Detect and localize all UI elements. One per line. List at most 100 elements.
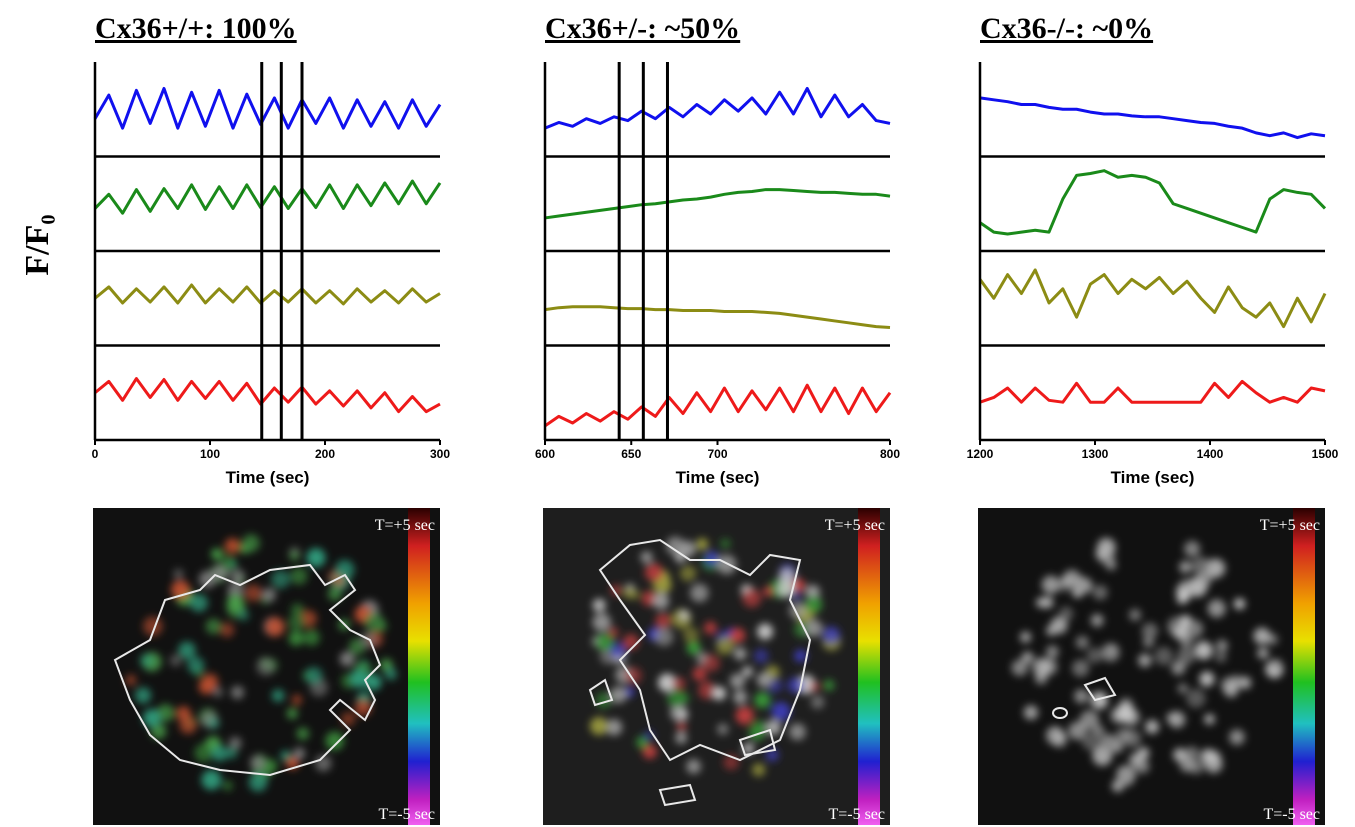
x-tick-label: 0	[92, 447, 99, 461]
chart-title: Cx36+/+: 100%	[95, 12, 297, 45]
cell	[754, 692, 770, 708]
cell	[272, 689, 285, 702]
cell	[1129, 609, 1141, 621]
cell	[1179, 561, 1191, 573]
cell	[325, 731, 344, 750]
cell	[1215, 651, 1227, 663]
chart-title: Cx36-/-: ~0%	[980, 12, 1153, 45]
cell	[179, 716, 197, 734]
cell	[606, 719, 622, 735]
cell	[125, 675, 136, 686]
cell	[733, 690, 747, 704]
cell	[190, 594, 208, 612]
cell	[199, 571, 216, 588]
x-tick-label: 600	[535, 447, 555, 461]
cell	[1185, 746, 1199, 760]
cell	[655, 613, 671, 629]
cell	[290, 567, 308, 585]
cell	[291, 603, 304, 616]
cell	[143, 709, 161, 727]
cell	[289, 551, 299, 561]
trace	[545, 190, 890, 218]
cell	[754, 648, 769, 663]
trace	[95, 379, 440, 412]
cell	[673, 677, 686, 690]
cell	[629, 589, 639, 599]
cell	[623, 634, 639, 650]
cell	[262, 588, 276, 602]
cell	[292, 695, 303, 706]
cell	[717, 555, 737, 575]
cell	[178, 642, 196, 660]
cell	[242, 534, 260, 552]
colorbar-bottom-label: T=-5 sec	[1263, 806, 1320, 823]
x-tick-label: 800	[880, 447, 900, 461]
cell	[735, 706, 753, 724]
cell	[1074, 689, 1088, 703]
cell	[712, 686, 726, 700]
cell	[1189, 760, 1203, 774]
cell	[1041, 596, 1053, 608]
cell	[679, 610, 689, 620]
cell	[1046, 730, 1058, 742]
cell	[1257, 647, 1269, 659]
cell	[1090, 691, 1108, 709]
cell	[1184, 541, 1200, 557]
cell	[1186, 689, 1205, 708]
cell	[683, 627, 699, 643]
cell	[293, 747, 305, 759]
trace	[980, 171, 1325, 234]
cell	[385, 668, 397, 680]
cell	[1063, 570, 1081, 588]
colorbar	[1293, 508, 1315, 825]
cell	[593, 599, 606, 612]
cell	[653, 593, 669, 609]
trace	[980, 381, 1325, 402]
trace	[980, 270, 1325, 327]
cell	[198, 678, 214, 694]
cell	[287, 708, 298, 719]
cell	[680, 565, 696, 581]
cell	[1087, 647, 1103, 663]
cell	[340, 651, 355, 666]
trace	[545, 385, 890, 426]
figure: F/F₀ Cx36+/+: 100%0100200300Time (sec)T=…	[0, 0, 1355, 827]
cell	[225, 538, 240, 553]
x-tick-label: 700	[707, 447, 727, 461]
colorbar-bottom-label: T=-5 sec	[378, 806, 435, 823]
cell	[1228, 729, 1245, 746]
cell	[703, 654, 720, 671]
cell	[1208, 599, 1226, 617]
cell	[730, 628, 745, 643]
cell	[704, 551, 719, 566]
cell	[1239, 677, 1251, 689]
cell	[365, 613, 385, 633]
colorbar-top-label: T=+5 sec	[375, 517, 435, 534]
cell	[789, 723, 806, 740]
cell	[742, 588, 761, 607]
cell	[1142, 623, 1158, 639]
cell	[757, 672, 773, 688]
trace	[980, 98, 1325, 138]
cell	[687, 641, 701, 655]
cell	[194, 744, 213, 763]
cell	[1270, 659, 1282, 671]
cell	[1116, 704, 1134, 722]
cell	[590, 717, 608, 735]
cell	[742, 666, 753, 677]
cell	[271, 570, 290, 589]
cell	[1012, 660, 1028, 676]
cell	[645, 563, 663, 581]
cell	[265, 617, 284, 636]
cell	[763, 587, 773, 597]
cell	[1042, 576, 1060, 594]
cell	[641, 551, 653, 563]
x-tick-label: 1300	[1082, 447, 1109, 461]
y-axis-label: F/F₀	[19, 214, 56, 275]
cell	[1173, 748, 1187, 762]
cell	[212, 746, 228, 762]
cell	[696, 538, 708, 550]
cell	[250, 755, 266, 771]
cell	[675, 732, 687, 744]
cell	[135, 687, 151, 703]
